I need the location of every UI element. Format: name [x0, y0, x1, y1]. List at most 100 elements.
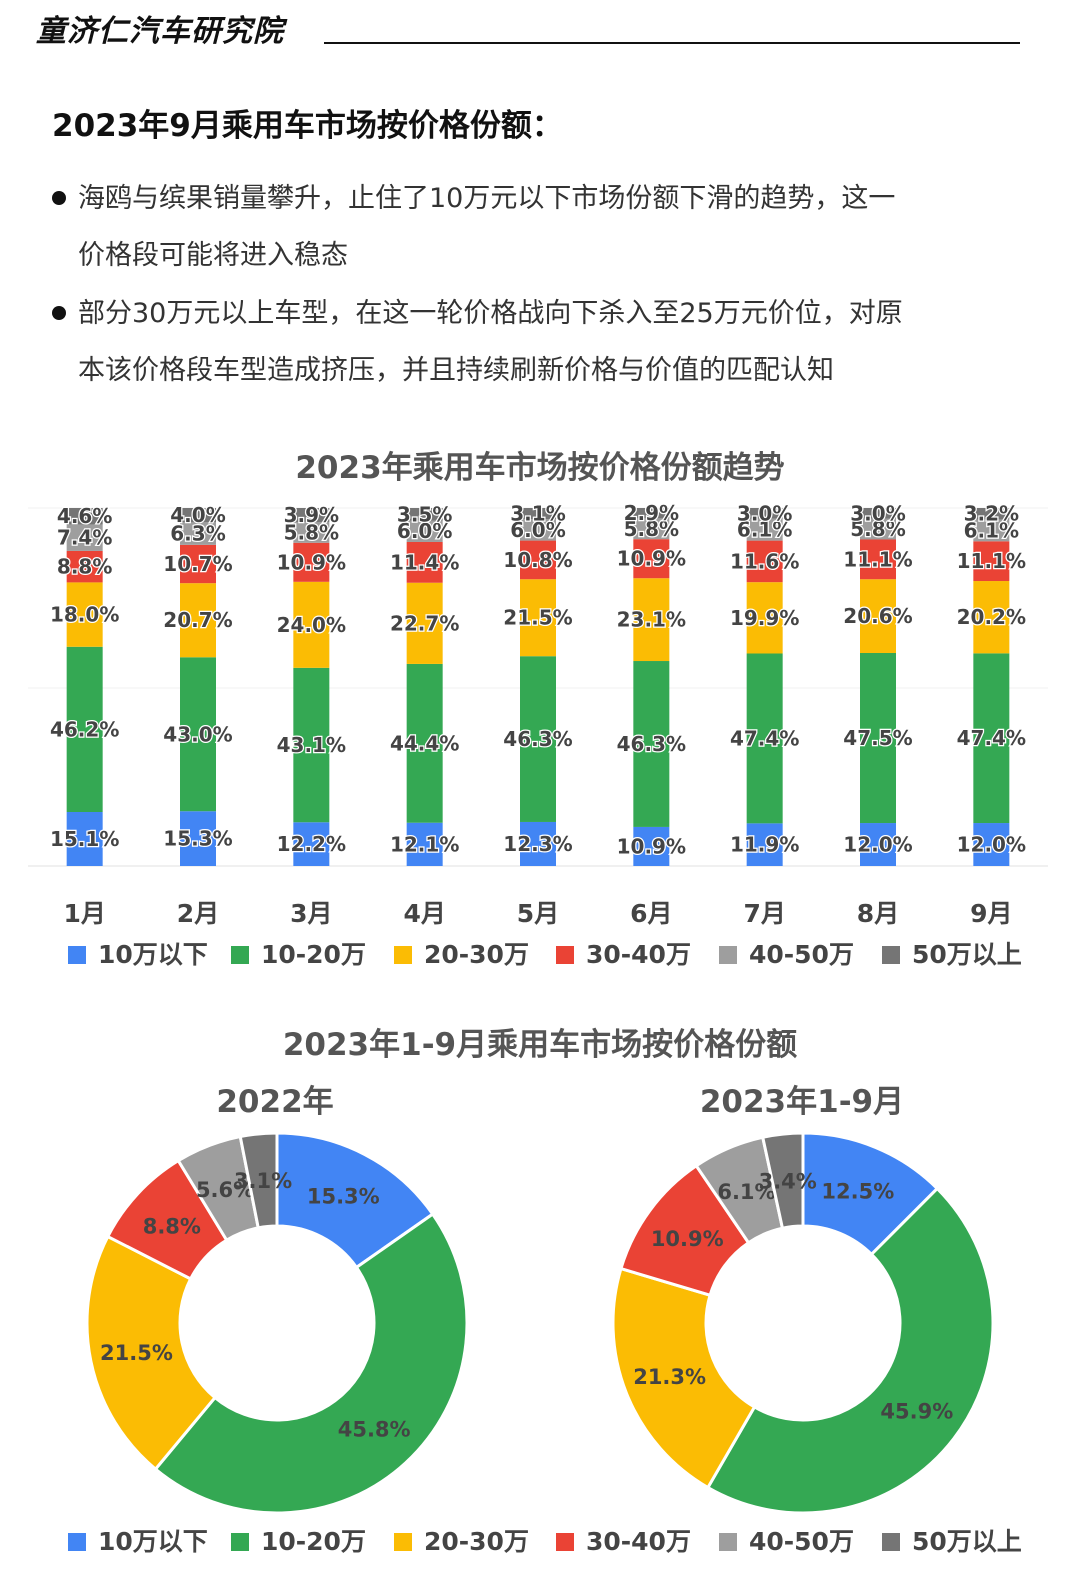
bar-data-label: 15.1%: [50, 827, 119, 851]
bar-data-label: 11.1%: [957, 549, 1026, 573]
bar-segment: [520, 821, 556, 866]
bar-segment: [180, 657, 216, 812]
bar-segment: [746, 508, 783, 519]
bar-data-label: 46.3%: [617, 732, 686, 756]
donut-slice: [153, 1211, 469, 1515]
bar-segment: [293, 667, 330, 823]
bar-segment: [66, 524, 103, 551]
bar-segment: [746, 653, 783, 824]
bar-segment: [66, 646, 103, 812]
bar-data-label: 47.4%: [730, 726, 799, 750]
bar-data-label: 10.9%: [277, 550, 346, 574]
bar-data-label: 3.0%: [850, 501, 905, 525]
bar-segment: [520, 519, 556, 541]
bar-data-label: 3.2%: [964, 502, 1019, 526]
legend-swatch: [231, 1533, 249, 1551]
legend-swatch: [68, 1533, 86, 1551]
bar-segment: [633, 826, 670, 866]
bar-segment: [860, 518, 896, 540]
bullet-item: 部分30万元以上车型，在这一轮价格战向下杀入至25万元价位，对原 本该价格段车型…: [52, 285, 1042, 399]
headline: 2023年9月乘用车市场按价格份额：: [52, 108, 563, 144]
bar-segment: [406, 663, 443, 823]
bar-chart-legend: 10万以下 10-20万 20-30万 30-40万 40-50万 50万以上: [68, 940, 1022, 969]
donut-data-label: 45.9%: [880, 1399, 953, 1423]
bar-segment: [180, 522, 216, 545]
bar-data-label: 10.9%: [617, 547, 686, 571]
bar-segment: [180, 811, 216, 866]
bar-chart-x-axis: 1月 2月 3月 4月 5月 6月 7月 8月 9月: [63, 899, 1012, 928]
x-tick-label: 1月: [63, 899, 105, 928]
donut-data-label: 21.3%: [633, 1365, 706, 1389]
bar-segment: [860, 823, 896, 866]
bar-data-label: 19.9%: [730, 606, 799, 630]
donut-2022-title: 2022年: [216, 1084, 333, 1120]
legend-label: 10万以下: [98, 1527, 208, 1556]
bar-segment: [746, 582, 783, 654]
bar-data-label: 4.6%: [57, 504, 112, 528]
legend-label: 20-30万: [424, 1527, 529, 1556]
bar-data-label: 46.2%: [50, 717, 119, 741]
bar-segment: [180, 583, 216, 658]
bullet-line: 部分30万元以上车型，在这一轮价格战向下杀入至25万元价位，对原: [78, 298, 903, 329]
bar-data-label: 20.7%: [163, 608, 232, 632]
donut-data-label: 12.5%: [821, 1179, 894, 1203]
bar-segment: [180, 544, 216, 584]
donut-data-label: 8.8%: [143, 1214, 201, 1238]
bar-segment: [973, 519, 1010, 542]
bar-data-label: 2.9%: [624, 501, 679, 525]
brand-title: 童济仁汽车研究院: [36, 14, 284, 49]
bar-data-label: 12.0%: [843, 833, 912, 857]
donut-data-label: 3.4%: [759, 1169, 817, 1193]
bar-chart: 15.1% 46.2% 18.0% 8.8% 7.4%4.6% 15.3% 43.0% 20.…: [49, 500, 1027, 866]
bar-data-label: 44.4%: [390, 731, 459, 755]
bar-data-label: 10.9%: [617, 834, 686, 858]
legend-label: 10-20万: [261, 940, 366, 969]
bar-data-label: 11.4%: [390, 550, 459, 574]
donut-chart-legend: 10万以下 10-20万 20-30万 30-40万 40-50万 50万以上: [68, 1527, 1022, 1556]
bar-data-label: 6.0%: [397, 519, 452, 543]
bar-data-label: 6.1%: [964, 518, 1019, 542]
bar-data-label: 6.1%: [737, 518, 792, 542]
bar-segment: [973, 508, 1010, 520]
legend-swatch: [882, 946, 900, 964]
bar-segment: [520, 508, 556, 520]
bar-data-label: 11.1%: [843, 547, 912, 571]
x-tick-label: 4月: [403, 899, 445, 928]
donut-2023-title: 2023年1-9月: [700, 1084, 904, 1120]
bar-data-label: 5.8%: [624, 517, 679, 541]
donut-data-label: 6.1%: [717, 1180, 775, 1204]
donut-slice: [238, 1131, 279, 1230]
bar-data-label: 21.5%: [503, 606, 572, 630]
bar-segment: [520, 579, 556, 657]
bar-data-label: 5.8%: [850, 517, 905, 541]
donut-chart-2022: 15.3% 45.8% 21.5% 8.8% 5.6%3.1%: [85, 1131, 469, 1515]
legend-swatch: [882, 1533, 900, 1551]
bar-data-label: 4.0%: [170, 503, 225, 527]
bar-segment: [66, 811, 103, 866]
bullet-line: 海鸥与缤果销量攀升，止住了10万元以下市场份额下滑的趋势，这一: [78, 183, 896, 214]
x-tick-label: 3月: [290, 899, 332, 928]
bar-segment: [973, 541, 1010, 582]
bar-segment: [973, 653, 1010, 824]
donut-data-label: 10.9%: [651, 1227, 724, 1251]
bar-segment: [406, 508, 443, 521]
pie-section-title: 2023年1-9月乘用车市场按价格份额: [283, 1027, 797, 1063]
bar-data-label: 15.3%: [163, 827, 232, 851]
x-tick-label: 6月: [630, 899, 672, 928]
bar-segment: [406, 541, 443, 583]
bar-data-label: 3.9%: [284, 503, 339, 527]
bar-data-label: 10.7%: [163, 552, 232, 576]
legend-label: 10-20万: [261, 1527, 366, 1556]
bullet-item: 海鸥与缤果销量攀升，止住了10万元以下市场份额下滑的趋势，这一 价格段可能将进入…: [52, 170, 1042, 284]
bar-segment: [293, 581, 330, 668]
bar-segment: [66, 550, 103, 583]
bar-segment: [973, 823, 1010, 866]
bar-data-label: 3.0%: [737, 501, 792, 525]
bar-segment: [293, 822, 330, 866]
legend-swatch: [556, 946, 574, 964]
bar-data-label: 6.3%: [170, 522, 225, 546]
bar-data-label: 12.1%: [390, 832, 459, 856]
bar-data-label: 10.8%: [503, 548, 572, 572]
bar-segment: [180, 508, 216, 523]
